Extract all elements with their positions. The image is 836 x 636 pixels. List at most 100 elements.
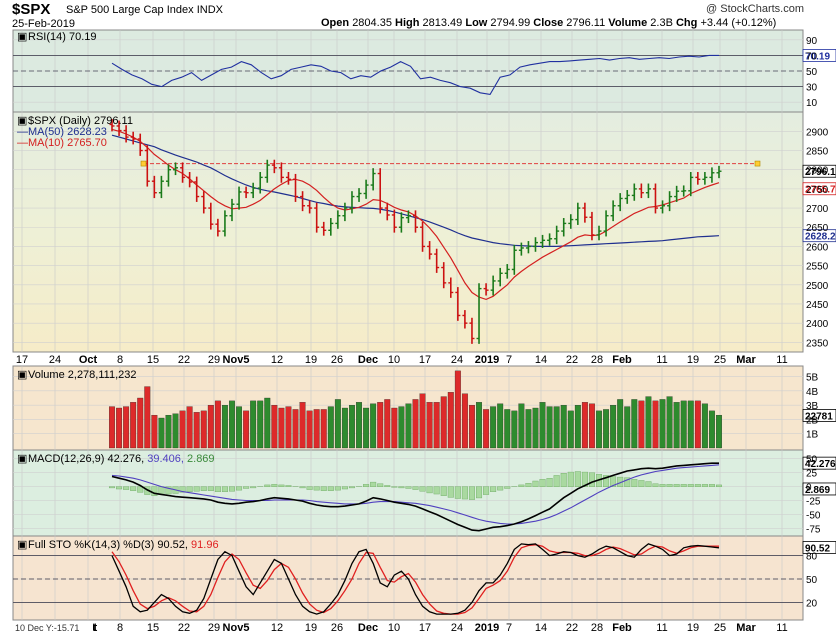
macd-histogram-bar [638,480,645,487]
price-panel-bg [12,111,804,353]
y-tick-label: 30 [806,83,818,94]
macd-histogram-bar [687,484,694,487]
x-tick-label: Feb [612,354,632,366]
macd-histogram-bar [553,475,560,487]
macd-histogram-bar [546,478,553,487]
low-value: 2794.99 [490,17,531,29]
macd-histogram-bar [377,483,384,487]
axis-labels: 172424OctOct88151522222929Nov5Nov5121219… [16,36,829,634]
volume-bar [440,396,447,449]
high-value: 2813.49 [422,17,463,29]
volume-bar [553,406,560,449]
volume-bar [694,400,701,449]
macd-histogram-bar [581,471,588,487]
macd-histogram-bar [645,481,652,487]
volume-bar [334,399,341,449]
macd-histogram-bar [341,486,348,490]
x-tick-label-bottom: Feb [612,622,632,634]
macd-histogram-bar [334,486,341,491]
macd-histogram-bar [186,486,193,493]
x-tick-label: 17 [419,354,431,366]
macd-histogram-bar [123,486,130,490]
volume-bar [659,399,666,449]
rsi-value-tag: 70.19 [805,51,830,62]
volume-bar [708,410,715,449]
y-tick-label: 70 [806,51,818,62]
volume-bar [461,393,468,449]
macd-histogram-bar [116,486,123,490]
volume-bar [617,399,624,449]
volume-label-icon: ▣ [17,369,27,381]
macd-signal-line [111,464,720,525]
macd-histogram-bar [652,483,659,487]
macd-histogram-bar [398,486,405,489]
volume-bar [271,404,278,449]
y-tick-label: 0 [806,483,812,494]
y-tick-label: 4B [806,387,819,398]
x-tick-label: 11 [656,354,667,366]
x-tick-label-bottom: 29 [208,622,220,634]
macd-histogram-bar [659,484,666,487]
macd-histogram-bar [624,477,631,487]
low-label: Low [465,17,488,29]
x-tick-label-bottom: 8 [117,622,123,634]
x-tick-label-bottom: Mar [736,622,756,634]
macd-histogram-bar [243,486,250,489]
resistance-start-marker [140,160,147,167]
volume-bar [250,400,257,449]
x-tick-label: Mar [736,354,756,366]
volume-bar [264,397,271,449]
volume-bar [200,410,207,449]
macd-histogram-bar [348,486,355,489]
volume-bar [666,396,673,449]
x-tick-label-bottom: 22 [178,622,190,634]
macd-histogram-bar [200,486,207,491]
x-tick-label: 24 [49,354,61,366]
volume-bar [504,409,511,449]
macd-histogram-bar [426,486,433,494]
volume-bar [398,406,405,449]
volume-bar [306,410,313,449]
stoch-d-line [111,544,719,615]
y-tick-label: 1B [806,430,819,441]
macd-histogram-bar [221,486,228,493]
volume-bar [631,399,638,449]
macd-histogram-bar [525,483,532,487]
volume-label: Volume [608,17,648,29]
volume-bar [116,407,123,449]
rsi-label-icon: ▣ [17,31,27,43]
y-tick-label: 2400 [806,319,829,330]
volume-bar [356,402,362,449]
macd-histogram-bar [518,484,525,487]
y-tick-label: 2700 [806,204,829,215]
macd-histogram-bar [391,486,398,488]
volume-bar [320,409,327,449]
volume-bar [172,413,179,449]
x-tick-label-bottom: 24 [451,622,463,634]
macd-histogram-bar [299,486,306,489]
x-tick-label: Nov5 [223,354,250,366]
volume-bar [687,400,694,449]
macd-histogram-bar [539,479,546,487]
volume-bar [391,407,398,449]
y-tick-label: 3B [806,401,819,412]
macd-histogram-bar [405,486,412,489]
y-tick-label: 2750 [806,185,829,196]
x-tick-label: 2019 [475,354,499,366]
stoch-label-icon: ▣ [17,539,27,551]
macd-histogram-bar [497,486,504,491]
volume-bar [603,409,610,449]
volume-bar [299,402,306,449]
macd-histogram-bar [694,484,701,487]
macd-histogram-bar [313,486,320,491]
macd-histogram-bar [363,484,370,487]
volume-bar [151,414,158,449]
macd-histogram-bar [207,486,214,491]
macd-histogram-bar [433,486,440,495]
macd-histogram-bar [483,486,490,495]
macd-histogram-bar [193,486,200,492]
volume-bar [179,410,186,449]
stoch-value-tag: 90.52 [805,543,830,554]
close-value: 2796.11 [566,17,606,29]
